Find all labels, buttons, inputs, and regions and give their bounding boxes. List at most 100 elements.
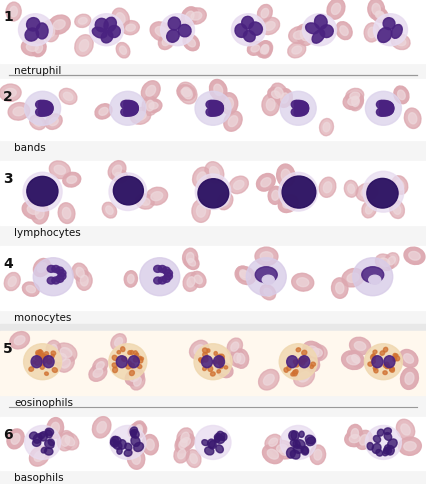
Ellipse shape [385, 366, 389, 369]
Ellipse shape [261, 178, 271, 187]
Ellipse shape [134, 351, 138, 355]
Ellipse shape [384, 356, 395, 368]
Ellipse shape [302, 103, 307, 111]
Ellipse shape [289, 431, 296, 440]
Ellipse shape [388, 106, 393, 115]
Bar [0, 162, 426, 226]
Ellipse shape [210, 109, 216, 117]
Ellipse shape [367, 442, 374, 450]
Ellipse shape [125, 101, 130, 109]
Ellipse shape [44, 448, 53, 455]
Ellipse shape [192, 200, 210, 223]
Ellipse shape [110, 437, 118, 446]
Ellipse shape [199, 359, 202, 362]
Ellipse shape [146, 101, 154, 112]
Ellipse shape [391, 35, 410, 50]
Ellipse shape [132, 106, 138, 115]
Ellipse shape [331, 278, 348, 299]
Ellipse shape [194, 344, 232, 380]
Ellipse shape [294, 360, 297, 364]
Ellipse shape [127, 362, 131, 366]
Ellipse shape [297, 109, 302, 117]
Ellipse shape [128, 101, 133, 109]
Ellipse shape [75, 36, 93, 57]
Ellipse shape [342, 269, 364, 287]
Ellipse shape [40, 354, 44, 359]
Ellipse shape [97, 422, 106, 433]
Ellipse shape [216, 445, 223, 453]
Ellipse shape [18, 15, 52, 46]
Ellipse shape [50, 345, 58, 355]
Ellipse shape [204, 447, 214, 455]
Ellipse shape [291, 431, 299, 440]
Ellipse shape [130, 427, 138, 435]
Ellipse shape [35, 357, 39, 361]
Ellipse shape [259, 370, 279, 390]
Ellipse shape [384, 109, 389, 117]
Ellipse shape [217, 431, 225, 440]
Ellipse shape [112, 356, 117, 361]
Ellipse shape [388, 257, 395, 265]
Ellipse shape [312, 30, 325, 44]
Ellipse shape [287, 366, 291, 371]
Ellipse shape [303, 106, 308, 115]
Ellipse shape [10, 332, 29, 349]
Ellipse shape [288, 43, 306, 59]
Ellipse shape [29, 432, 37, 439]
Ellipse shape [8, 277, 16, 287]
Ellipse shape [393, 205, 401, 215]
Ellipse shape [221, 197, 229, 206]
Ellipse shape [290, 450, 300, 459]
Ellipse shape [397, 91, 405, 101]
Ellipse shape [237, 354, 245, 364]
Ellipse shape [262, 45, 268, 55]
Ellipse shape [336, 23, 352, 41]
Ellipse shape [296, 109, 301, 117]
Ellipse shape [133, 105, 138, 113]
Ellipse shape [176, 434, 195, 451]
Ellipse shape [268, 88, 284, 103]
Ellipse shape [242, 17, 253, 30]
Ellipse shape [304, 105, 309, 113]
Ellipse shape [161, 15, 195, 46]
Ellipse shape [32, 439, 41, 446]
Ellipse shape [33, 259, 50, 277]
Ellipse shape [25, 425, 60, 459]
Ellipse shape [299, 431, 304, 438]
Ellipse shape [384, 253, 399, 269]
Ellipse shape [400, 368, 418, 390]
Ellipse shape [275, 88, 283, 98]
Ellipse shape [42, 101, 46, 109]
Ellipse shape [352, 355, 360, 363]
Ellipse shape [122, 22, 139, 36]
Ellipse shape [206, 101, 215, 109]
Ellipse shape [47, 104, 52, 111]
Ellipse shape [224, 112, 242, 132]
Ellipse shape [364, 24, 380, 43]
Ellipse shape [360, 435, 368, 445]
Ellipse shape [61, 359, 70, 368]
Ellipse shape [231, 342, 239, 351]
Ellipse shape [236, 267, 252, 282]
Ellipse shape [272, 191, 279, 201]
Ellipse shape [40, 357, 44, 362]
Ellipse shape [47, 266, 55, 273]
Ellipse shape [131, 421, 146, 438]
Bar [0, 332, 426, 395]
Ellipse shape [309, 359, 316, 368]
Ellipse shape [319, 178, 336, 198]
Ellipse shape [185, 12, 194, 22]
Ellipse shape [219, 365, 223, 369]
Ellipse shape [115, 173, 124, 180]
Ellipse shape [112, 9, 130, 29]
Text: 6: 6 [3, 427, 13, 441]
Ellipse shape [394, 87, 409, 105]
Ellipse shape [58, 355, 74, 372]
Ellipse shape [128, 356, 139, 368]
Ellipse shape [10, 7, 17, 18]
Ellipse shape [11, 434, 20, 444]
Ellipse shape [300, 102, 305, 110]
Ellipse shape [137, 364, 142, 369]
Ellipse shape [350, 337, 371, 355]
Ellipse shape [299, 356, 310, 368]
